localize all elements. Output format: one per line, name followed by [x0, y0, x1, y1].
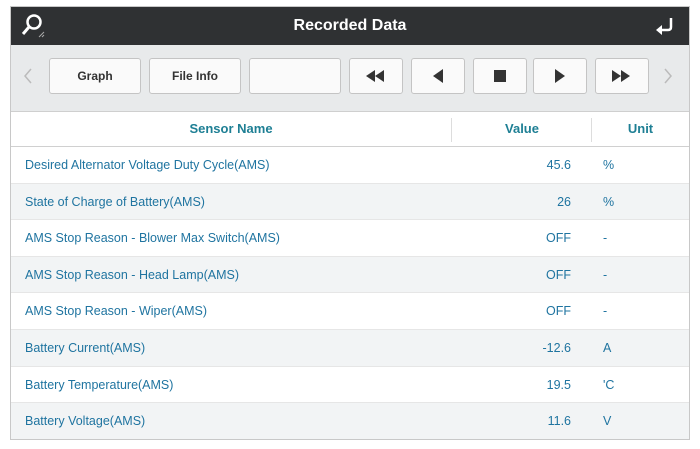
- sensor-value: 26: [557, 194, 571, 209]
- toolbar: Graph File Info: [11, 45, 689, 112]
- sensor-unit: 'C: [603, 377, 615, 392]
- column-header[interactable]: Sensor Name: [189, 121, 273, 136]
- table-row[interactable]: Desired Alternator Voltage Duty Cycle(AM…: [11, 147, 689, 184]
- sensor-value: 19.5: [546, 377, 571, 392]
- sensor-name: Battery Temperature(AMS): [25, 377, 174, 392]
- sensor-name: State of Charge of Battery(AMS): [25, 194, 205, 209]
- sensor-name: AMS Stop Reason - Wiper(AMS): [25, 304, 207, 319]
- scroll-right[interactable]: [657, 58, 679, 94]
- table-row[interactable]: State of Charge of Battery(AMS) 26%: [11, 183, 689, 221]
- sensor-name: Battery Current(AMS): [25, 341, 146, 355]
- panel: Recorded Data Graph File Info Sensor Nam…: [10, 6, 690, 440]
- fast-forward-icon: [612, 70, 630, 82]
- blank-button[interactable]: [249, 58, 341, 94]
- back-icon[interactable]: [653, 14, 677, 38]
- column-separator: [451, 118, 452, 142]
- sensor-name: AMS Stop Reason - Head Lamp(AMS): [25, 267, 239, 282]
- graph-button[interactable]: Graph: [49, 58, 141, 94]
- table-row[interactable]: Battery Current(AMS) -12.6 A: [11, 330, 689, 367]
- sensor-name: AMS Stop Reason - Blower Max Switch(AMS): [25, 231, 280, 246]
- table-row[interactable]: AMS Stop Reason - Wiper(AMS) OFF -: [11, 293, 689, 330]
- sensor-unit: A: [603, 341, 612, 355]
- stop-icon: [494, 70, 506, 82]
- title: Recorded Data: [293, 17, 407, 34]
- sensor-unit: -: [603, 231, 608, 246]
- sensor-unit: -: [603, 304, 608, 319]
- search-icon[interactable]: [19, 11, 49, 41]
- table-row[interactable]: Battery Temperature(AMS) 19.5 'C: [11, 367, 689, 404]
- column-header[interactable]: Unit: [627, 121, 654, 136]
- play-icon: [555, 69, 565, 83]
- sensor-value: -12.6: [542, 341, 572, 355]
- sensor-name: Battery Voltage(AMS): [25, 414, 146, 429]
- rewind-button[interactable]: [349, 58, 403, 94]
- stop-button[interactable]: [473, 58, 527, 94]
- column-separator: [591, 118, 592, 142]
- column-header[interactable]: Value: [505, 121, 539, 136]
- previous-button[interactable]: [411, 58, 465, 94]
- table-row[interactable]: AMS Stop Reason - Blower Max Switch(AMS)…: [11, 220, 689, 257]
- sensor-unit: %: [603, 194, 615, 209]
- scroll-left[interactable]: [17, 58, 39, 94]
- chevron: [24, 68, 32, 84]
- sensor-value: 45.6: [546, 158, 571, 172]
- sensor-value: OFF: [546, 267, 571, 282]
- play-button[interactable]: [533, 58, 587, 94]
- sensor-value: OFF: [546, 231, 571, 246]
- rewind-icon: [366, 70, 384, 82]
- top-bar: Recorded Data: [11, 7, 689, 45]
- sensor-unit: -: [603, 267, 608, 282]
- sensor-value: 11.6: [547, 414, 571, 429]
- table-header: Sensor Name Value Unit: [11, 112, 689, 147]
- sensor-unit: %: [603, 158, 615, 172]
- sensor-value: OFF: [546, 304, 571, 319]
- chevron: [664, 68, 672, 84]
- previous-icon: [433, 69, 443, 83]
- table-row[interactable]: AMS Stop Reason - Head Lamp(AMS) OFF -: [11, 256, 689, 294]
- sensor-name: Desired Alternator Voltage Duty Cycle(AM…: [25, 158, 270, 172]
- sensor-unit: V: [603, 414, 612, 429]
- file-info-button[interactable]: File Info: [149, 58, 241, 94]
- table-row[interactable]: Battery Voltage(AMS) 11.6 V: [11, 403, 689, 439]
- fast-forward-button[interactable]: [595, 58, 649, 94]
